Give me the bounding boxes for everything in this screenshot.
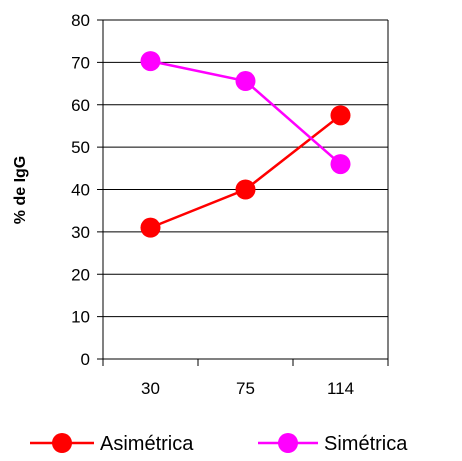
legend-item: Asimétrica (30, 433, 194, 455)
data-point (235, 179, 256, 200)
y-tick-labels: 0 10 20 30 40 50 60 70 80 (71, 11, 90, 369)
legend-item: Simétrica (258, 433, 408, 455)
y-tick-label: 40 (71, 181, 90, 200)
x-tick-label: 114 (327, 379, 354, 398)
data-point (330, 105, 351, 126)
y-tick-label: 30 (71, 223, 90, 242)
x-tick-labels: 30 75 114 (141, 379, 354, 398)
data-point (235, 71, 256, 92)
x-tick-label: 75 (236, 379, 255, 398)
legend-marker (52, 433, 72, 453)
legend-label: Asimétrica (100, 433, 194, 455)
y-tick-label: 60 (71, 96, 90, 115)
series-1 (140, 51, 351, 175)
axes (97, 19, 389, 366)
legend: Asimétrica Simétrica (30, 433, 408, 455)
x-tick-label: 30 (141, 379, 160, 398)
legend-label: Simétrica (324, 433, 408, 455)
y-tick-label: 50 (71, 138, 90, 157)
data-point (140, 217, 161, 238)
series-line (150, 114, 342, 229)
data-point (140, 51, 161, 72)
y-tick-label: 70 (71, 53, 90, 72)
series-0 (140, 105, 351, 238)
legend-marker (278, 433, 298, 453)
y-tick-label: 0 (81, 350, 90, 369)
data-point (330, 154, 351, 175)
y-axis-label: % de IgG (12, 156, 29, 224)
y-tick-label: 20 (71, 265, 90, 284)
y-tick-label: 80 (71, 11, 90, 30)
series (140, 51, 351, 238)
y-tick-label: 10 (71, 308, 90, 327)
